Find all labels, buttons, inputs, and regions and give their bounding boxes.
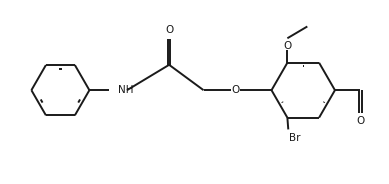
Text: O: O	[165, 25, 173, 35]
Text: O: O	[283, 41, 291, 51]
Text: NH: NH	[118, 85, 133, 95]
Text: O: O	[356, 116, 364, 126]
Text: O: O	[231, 85, 240, 95]
Text: Br: Br	[289, 133, 300, 143]
